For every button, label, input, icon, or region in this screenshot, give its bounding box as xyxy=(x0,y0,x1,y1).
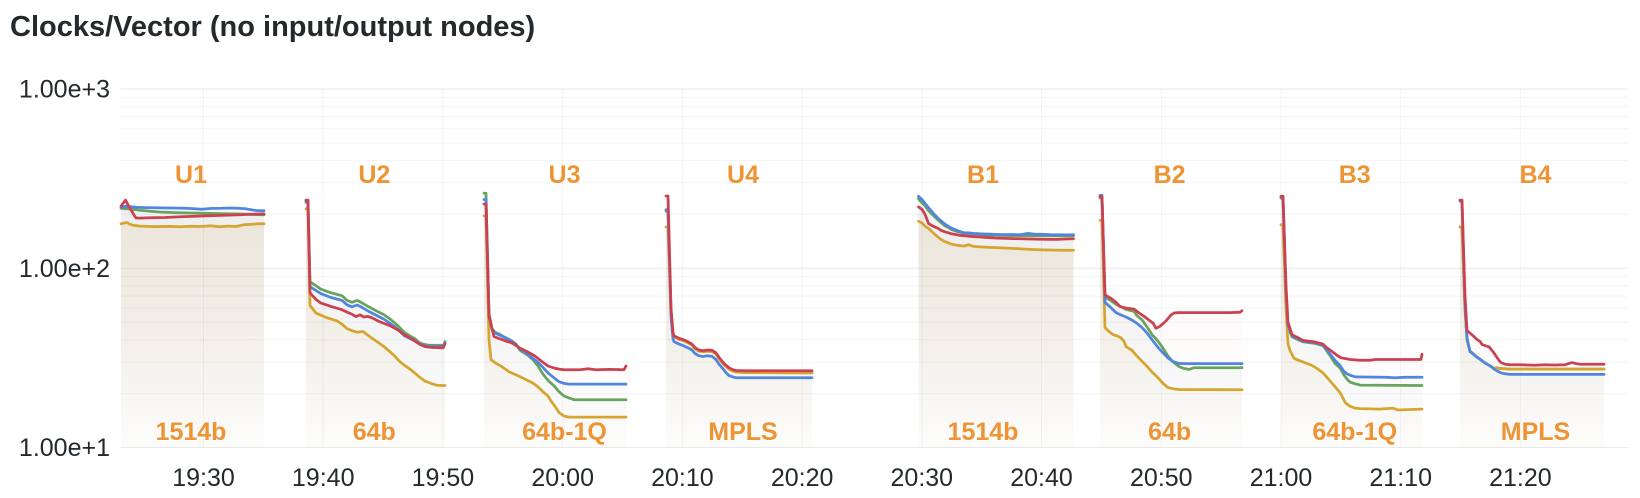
svg-text:Clocks/Vector (no input/output: Clocks/Vector (no input/output nodes) xyxy=(10,11,535,43)
svg-text:1.00e+1: 1.00e+1 xyxy=(19,434,110,462)
svg-text:B2: B2 xyxy=(1154,161,1186,189)
svg-text:20:10: 20:10 xyxy=(651,464,714,492)
svg-text:20:50: 20:50 xyxy=(1130,464,1193,492)
svg-text:MPLS: MPLS xyxy=(1501,418,1570,446)
svg-text:U1: U1 xyxy=(175,161,207,189)
svg-text:21:20: 21:20 xyxy=(1489,464,1552,492)
svg-text:19:30: 19:30 xyxy=(172,464,235,492)
svg-text:B3: B3 xyxy=(1339,161,1371,189)
svg-text:20:30: 20:30 xyxy=(891,464,954,492)
svg-text:64b-1Q: 64b-1Q xyxy=(522,418,607,446)
svg-text:21:00: 21:00 xyxy=(1250,464,1313,492)
svg-text:64b-1Q: 64b-1Q xyxy=(1312,418,1397,446)
svg-text:19:40: 19:40 xyxy=(292,464,355,492)
svg-text:19:50: 19:50 xyxy=(412,464,475,492)
svg-text:20:00: 20:00 xyxy=(531,464,594,492)
svg-text:20:20: 20:20 xyxy=(771,464,834,492)
svg-text:1.00e+2: 1.00e+2 xyxy=(19,255,110,283)
svg-text:U2: U2 xyxy=(358,161,390,189)
svg-text:U4: U4 xyxy=(727,161,759,189)
svg-text:1514b: 1514b xyxy=(948,418,1019,446)
svg-text:B4: B4 xyxy=(1520,161,1552,189)
svg-text:64b: 64b xyxy=(1148,418,1191,446)
svg-text:U3: U3 xyxy=(549,161,581,189)
svg-text:20:40: 20:40 xyxy=(1010,464,1073,492)
svg-text:64b: 64b xyxy=(353,418,396,446)
svg-text:B1: B1 xyxy=(967,161,999,189)
svg-text:MPLS: MPLS xyxy=(708,418,777,446)
svg-text:21:10: 21:10 xyxy=(1369,464,1432,492)
svg-text:1.00e+3: 1.00e+3 xyxy=(19,76,110,104)
svg-text:1514b: 1514b xyxy=(156,418,227,446)
